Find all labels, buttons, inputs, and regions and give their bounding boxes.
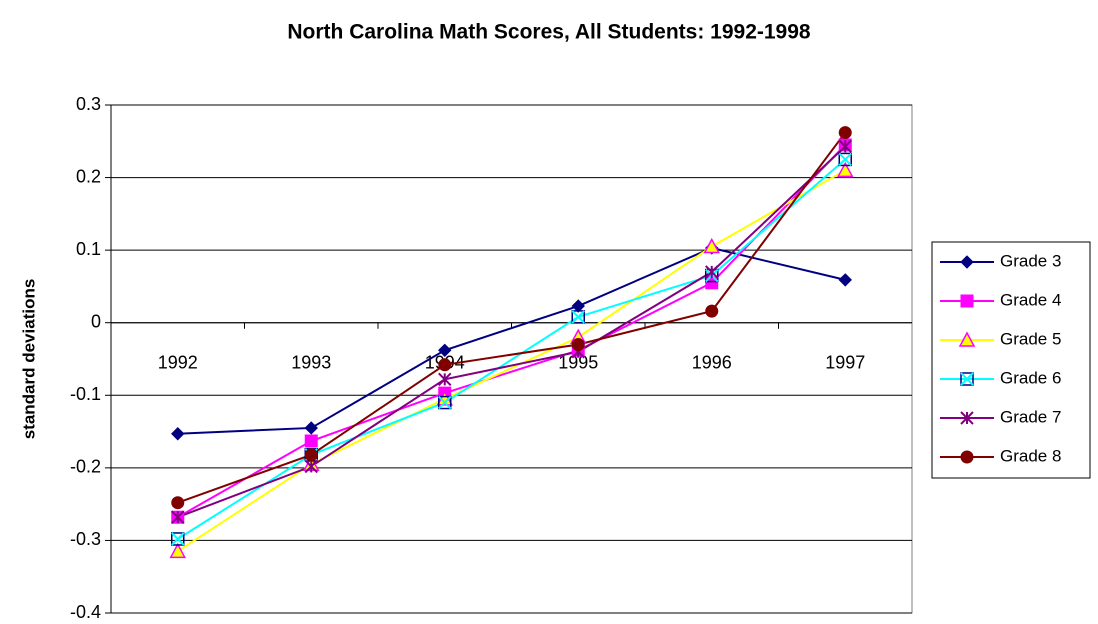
- marker: [304, 448, 318, 462]
- marker-shape: [838, 126, 852, 140]
- series-line: [177, 246, 846, 435]
- x-tick-label: 1995: [558, 352, 598, 372]
- marker: [705, 265, 719, 279]
- marker: [571, 310, 585, 324]
- x-tick-label: 1992: [158, 352, 198, 372]
- series-line: [177, 169, 846, 553]
- marker-shape: [171, 532, 185, 546]
- series-line: [177, 131, 847, 504]
- marker: [438, 358, 452, 372]
- marker: [304, 459, 318, 474]
- marker-shape: [438, 343, 452, 357]
- marker-shape: [960, 411, 974, 425]
- marker-shape: [960, 372, 974, 386]
- marker-shape: [960, 450, 974, 464]
- marker-shape: [958, 331, 976, 347]
- marker: [960, 411, 974, 425]
- legend-label: Grade 5: [1000, 329, 1061, 348]
- marker-shape: [171, 532, 185, 546]
- marker-shape: [836, 161, 854, 178]
- y-tick-label: 0.2: [76, 166, 101, 186]
- series-line: [177, 145, 846, 519]
- y-tick-label: -0.3: [70, 529, 101, 549]
- series-line: [177, 158, 846, 540]
- marker: [960, 450, 974, 464]
- marker-shape: [171, 496, 185, 510]
- marker: [960, 372, 974, 386]
- legend-label: Grade 3: [1000, 251, 1061, 270]
- marker-shape: [169, 542, 187, 559]
- legend-box: [931, 241, 1091, 479]
- x-tick-label: 1996: [692, 352, 732, 372]
- marker-shape: [838, 152, 852, 167]
- marker: [438, 372, 452, 387]
- marker: [571, 299, 585, 313]
- marker-shape: [838, 152, 852, 167]
- marker-shape: [438, 395, 452, 410]
- y-tick-label: 0: [91, 311, 101, 331]
- marker-shape: [171, 427, 185, 441]
- marker-shape: [960, 294, 974, 308]
- marker: [438, 343, 452, 357]
- marker: [703, 237, 721, 254]
- marker: [838, 139, 852, 154]
- series-line: [177, 144, 846, 519]
- marker-shape: [571, 337, 585, 351]
- marker-shape: [304, 459, 318, 474]
- marker: [958, 331, 976, 347]
- marker: [836, 161, 854, 178]
- legend-label: Grade 7: [1000, 407, 1061, 426]
- marker-shape: [705, 304, 719, 318]
- marker: [171, 496, 185, 510]
- marker: [171, 510, 185, 524]
- marker-shape: [438, 372, 452, 387]
- marker-shape: [703, 237, 721, 254]
- marker: [838, 273, 852, 287]
- marker: [169, 542, 187, 559]
- marker-shape: [705, 265, 719, 279]
- marker-shape: [304, 421, 318, 435]
- marker-shape: [571, 310, 585, 324]
- marker-shape: [171, 510, 185, 524]
- chart-title: North Carolina Math Scores, All Students…: [287, 21, 811, 44]
- marker: [838, 152, 852, 167]
- marker-shape: [960, 255, 974, 269]
- marker-shape: [571, 310, 585, 324]
- legend-label: Grade 6: [1000, 368, 1061, 387]
- x-tick-label: 1993: [291, 352, 331, 372]
- y-tick-label: 0.3: [76, 94, 101, 114]
- y-tick-label: -0.2: [70, 457, 101, 477]
- y-tick-label: -0.4: [70, 602, 101, 622]
- marker-shape: [438, 358, 452, 372]
- marker-shape: [838, 273, 852, 287]
- y-tick-label: -0.1: [70, 384, 101, 404]
- legend-label: Grade 8: [1000, 446, 1061, 465]
- marker-shape: [304, 434, 318, 448]
- marker-shape: [438, 395, 452, 410]
- marker-shape: [838, 139, 852, 154]
- x-tick-label: 1997: [825, 352, 865, 372]
- marker: [960, 294, 974, 308]
- marker-shape: [571, 299, 585, 313]
- marker: [171, 532, 185, 546]
- marker: [171, 427, 185, 441]
- marker: [438, 395, 452, 410]
- y-tick-label: 0.1: [76, 239, 101, 259]
- marker: [304, 421, 318, 435]
- marker-shape: [960, 372, 974, 386]
- marker: [304, 434, 318, 448]
- marker-shape: [304, 448, 318, 462]
- marker: [838, 126, 852, 140]
- y-axis-label: standard deviations: [19, 279, 38, 440]
- marker: [571, 337, 585, 351]
- marker: [705, 304, 719, 318]
- marker: [960, 255, 974, 269]
- legend-label: Grade 4: [1000, 290, 1061, 309]
